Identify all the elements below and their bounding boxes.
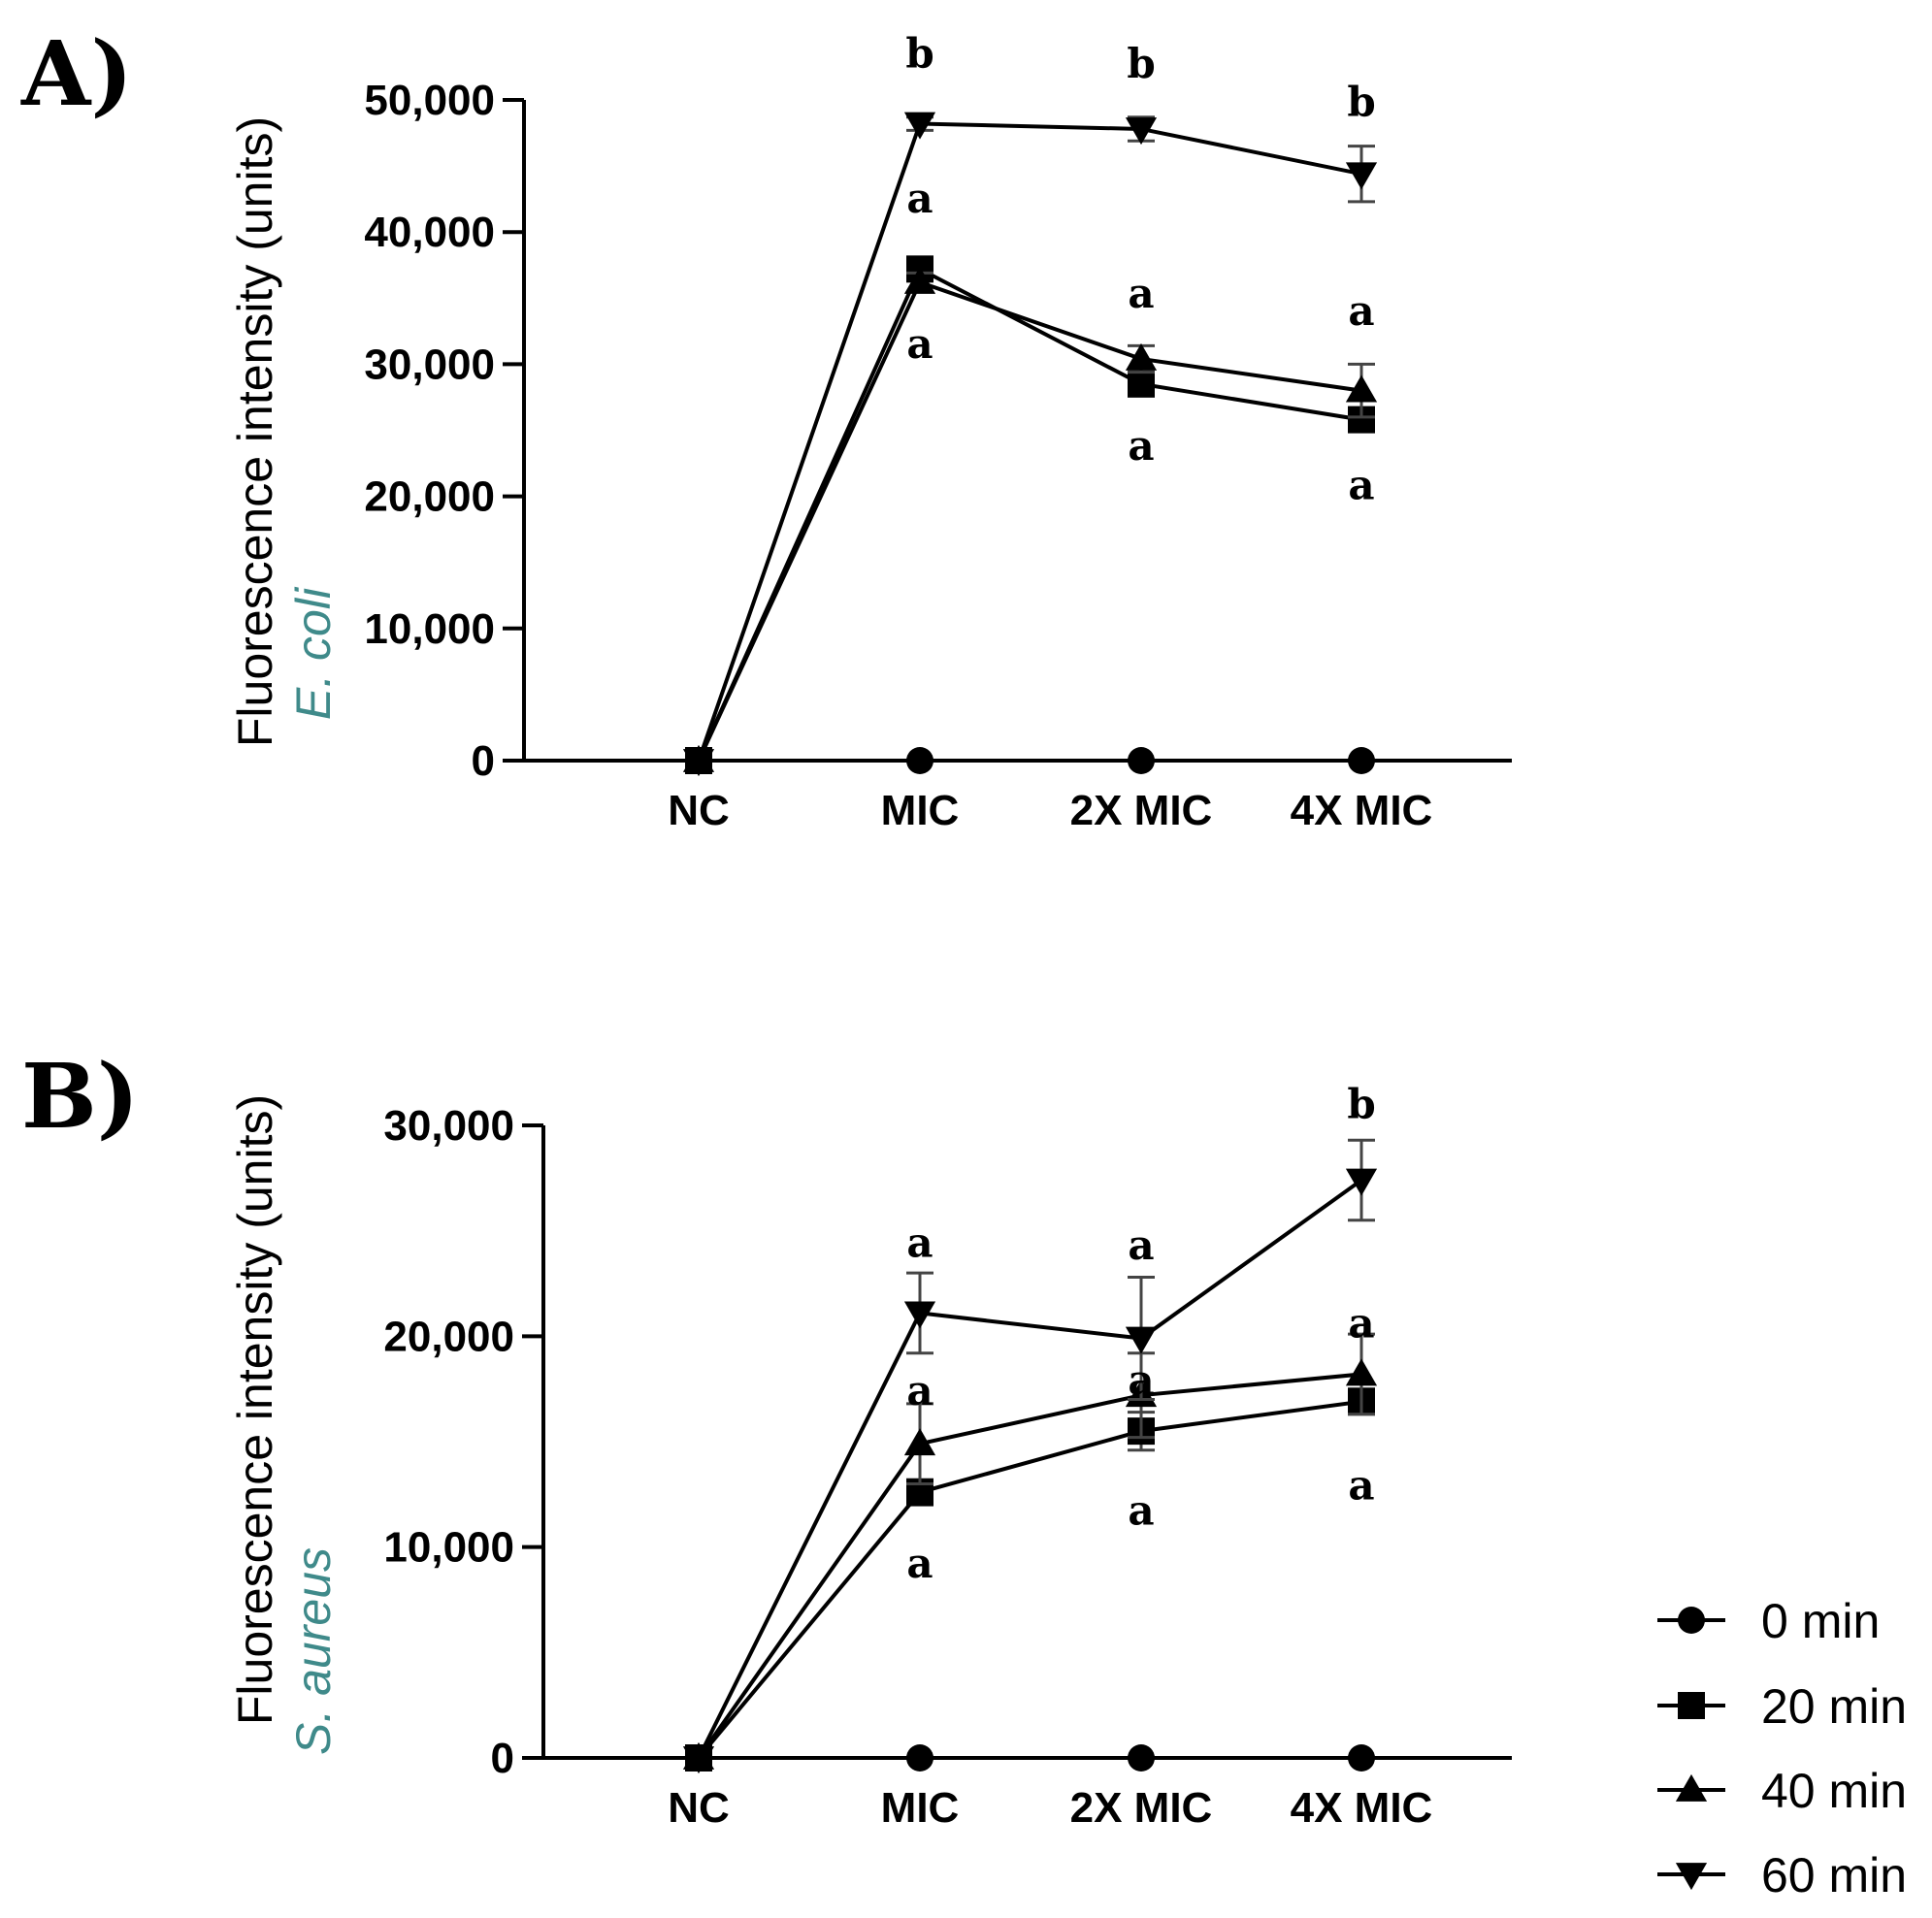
data-point bbox=[906, 1744, 933, 1772]
series-20-min bbox=[685, 255, 1375, 774]
data-point bbox=[1345, 374, 1378, 403]
significance-letter: a bbox=[906, 1219, 933, 1267]
series-40-min bbox=[682, 1332, 1378, 1770]
x-tick-label: 4X MIC bbox=[1291, 1784, 1433, 1832]
significance-letter: b bbox=[1347, 1080, 1375, 1127]
series-line bbox=[697, 1399, 1362, 1760]
significance-letter: a bbox=[1348, 462, 1374, 509]
significance-letter: a bbox=[906, 1540, 933, 1587]
significance-letter: a bbox=[1128, 1221, 1154, 1269]
y-tick-label: 20,000 bbox=[383, 1313, 514, 1360]
panel-label: A) bbox=[20, 21, 133, 126]
data-point bbox=[903, 1428, 936, 1456]
legend-marker bbox=[1675, 1863, 1708, 1891]
series-line bbox=[697, 1178, 1363, 1759]
series-line bbox=[697, 121, 1362, 762]
legend-marker bbox=[1675, 1773, 1708, 1802]
data-point bbox=[1345, 1358, 1378, 1386]
y-axis-label: Fluorescence intensity (units) bbox=[228, 116, 282, 747]
x-tick-label: NC bbox=[668, 787, 730, 834]
panel-a: A) 0 10,000 20,000 30,000 40,000 50,000 NC MIC 2X… bbox=[20, 21, 1512, 834]
significance-letter: a bbox=[1348, 1299, 1374, 1347]
x-tick-label: MIC bbox=[881, 787, 960, 834]
significance-letter: b bbox=[1127, 40, 1155, 87]
y-tick-label: 40,000 bbox=[364, 209, 495, 256]
series-line bbox=[697, 1372, 1362, 1760]
data-point bbox=[682, 749, 715, 777]
legend-entry: 60 min bbox=[1657, 1848, 1907, 1902]
legend: 0 min 20 min 40 min 60 min bbox=[1657, 1594, 1907, 1902]
data-point bbox=[682, 1746, 715, 1774]
series-60-min bbox=[682, 1138, 1378, 1774]
data-point bbox=[1128, 747, 1155, 774]
y-tick-label: 10,000 bbox=[383, 1524, 514, 1572]
y-axis-organism-label: S. aureus bbox=[286, 1547, 341, 1755]
legend-label: 60 min bbox=[1761, 1848, 1907, 1902]
panel-label: B) bbox=[21, 1044, 139, 1149]
y-tick-label: 0 bbox=[472, 737, 495, 785]
y-axis-label: Fluorescence intensity (units) bbox=[228, 1094, 282, 1725]
x-tick-label: NC bbox=[668, 1784, 730, 1832]
y-tick-label: 20,000 bbox=[364, 473, 495, 521]
series-60-min bbox=[682, 112, 1378, 777]
data-point bbox=[1125, 1326, 1158, 1354]
significance-letter: a bbox=[1348, 1462, 1374, 1510]
y-tick-label: 0 bbox=[491, 1735, 514, 1782]
data-point bbox=[903, 112, 936, 140]
y-axis-organism-label: E. coli bbox=[286, 586, 341, 720]
significance-letter: a bbox=[906, 1367, 933, 1414]
significance-letter: a bbox=[906, 175, 933, 222]
legend-entry: 20 min bbox=[1657, 1679, 1907, 1734]
significance-letter: a bbox=[1128, 422, 1154, 470]
legend-entry: 40 min bbox=[1657, 1764, 1907, 1818]
data-point bbox=[1125, 117, 1158, 146]
data-point bbox=[1128, 1744, 1155, 1772]
y-tick-label: 30,000 bbox=[364, 341, 495, 388]
legend-marker bbox=[1678, 1692, 1705, 1719]
series-line bbox=[697, 279, 1362, 762]
significance-letter: b bbox=[905, 29, 933, 77]
series-0-min bbox=[685, 747, 1375, 774]
panel-b: B) 0 10,000 20,000 30,000 NC MIC 2X MIC 4X MIC Fl… bbox=[21, 1044, 1512, 1832]
legend-label: 20 min bbox=[1761, 1679, 1907, 1734]
data-point bbox=[903, 1301, 936, 1329]
series-40-min bbox=[682, 266, 1378, 772]
legend-label: 40 min bbox=[1761, 1764, 1907, 1818]
data-point bbox=[1345, 162, 1378, 190]
significance-letter: a bbox=[1348, 287, 1374, 335]
legend-entry: 0 min bbox=[1657, 1594, 1880, 1648]
series-0-min bbox=[685, 1744, 1375, 1772]
x-tick-label: 4X MIC bbox=[1291, 787, 1433, 834]
y-tick-label: 30,000 bbox=[383, 1102, 514, 1150]
data-point bbox=[1125, 342, 1158, 371]
significance-letter: a bbox=[1128, 1487, 1154, 1535]
legend-label: 0 min bbox=[1761, 1594, 1880, 1648]
series-line bbox=[697, 266, 1362, 762]
data-point bbox=[906, 747, 933, 774]
y-tick-label: 10,000 bbox=[364, 605, 495, 653]
y-tick-label: 50,000 bbox=[364, 77, 495, 124]
x-tick-label: 2X MIC bbox=[1070, 787, 1213, 834]
data-point bbox=[903, 266, 936, 294]
legend-marker bbox=[1678, 1607, 1705, 1634]
significance-letter: a bbox=[906, 320, 933, 368]
data-point bbox=[1348, 747, 1375, 774]
data-point bbox=[1348, 1744, 1375, 1772]
significance-letter: a bbox=[1128, 270, 1154, 317]
data-point bbox=[1345, 1168, 1378, 1196]
data-point bbox=[1128, 370, 1155, 398]
x-tick-label: MIC bbox=[881, 1784, 960, 1832]
significance-letter: b bbox=[1347, 79, 1375, 126]
significance-letter: a bbox=[1128, 1356, 1154, 1404]
x-tick-label: 2X MIC bbox=[1070, 1784, 1213, 1832]
